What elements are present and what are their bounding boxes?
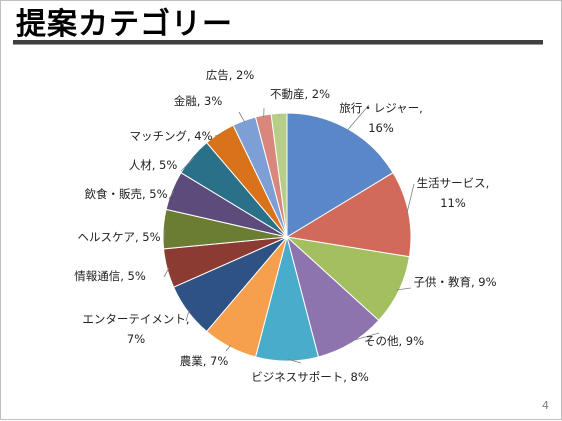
data-label-14: 広告, 2% (206, 68, 255, 82)
leader-line-2 (407, 184, 414, 214)
data-label-8: 情報通信, 5% (74, 269, 146, 283)
data-label-3: 子供・教育, 9% (413, 275, 496, 289)
data-label-10: 飲食・販売, 5% (84, 187, 167, 201)
data-label-15: 不動産, 2% (270, 87, 330, 101)
data-label-13: 金融, 3% (174, 94, 223, 108)
page-number: 4 (542, 399, 549, 412)
data-label-2: 生活サービス,11% (417, 176, 490, 210)
data-label-1: 旅行・レジャー,16% (339, 101, 423, 135)
data-label-4: その他, 9% (364, 334, 424, 348)
data-label-12: マッチング, 4% (129, 129, 212, 143)
data-label-6: 農業, 7% (180, 354, 229, 368)
data-label-7: エンターテイメント,7% (82, 312, 189, 346)
data-label-11: 人材, 5% (129, 158, 178, 172)
data-label-5: ビジネスサポート, 8% (251, 370, 369, 384)
data-label-9: ヘルスケア, 5% (77, 230, 160, 244)
leader-line-13 (239, 112, 245, 123)
